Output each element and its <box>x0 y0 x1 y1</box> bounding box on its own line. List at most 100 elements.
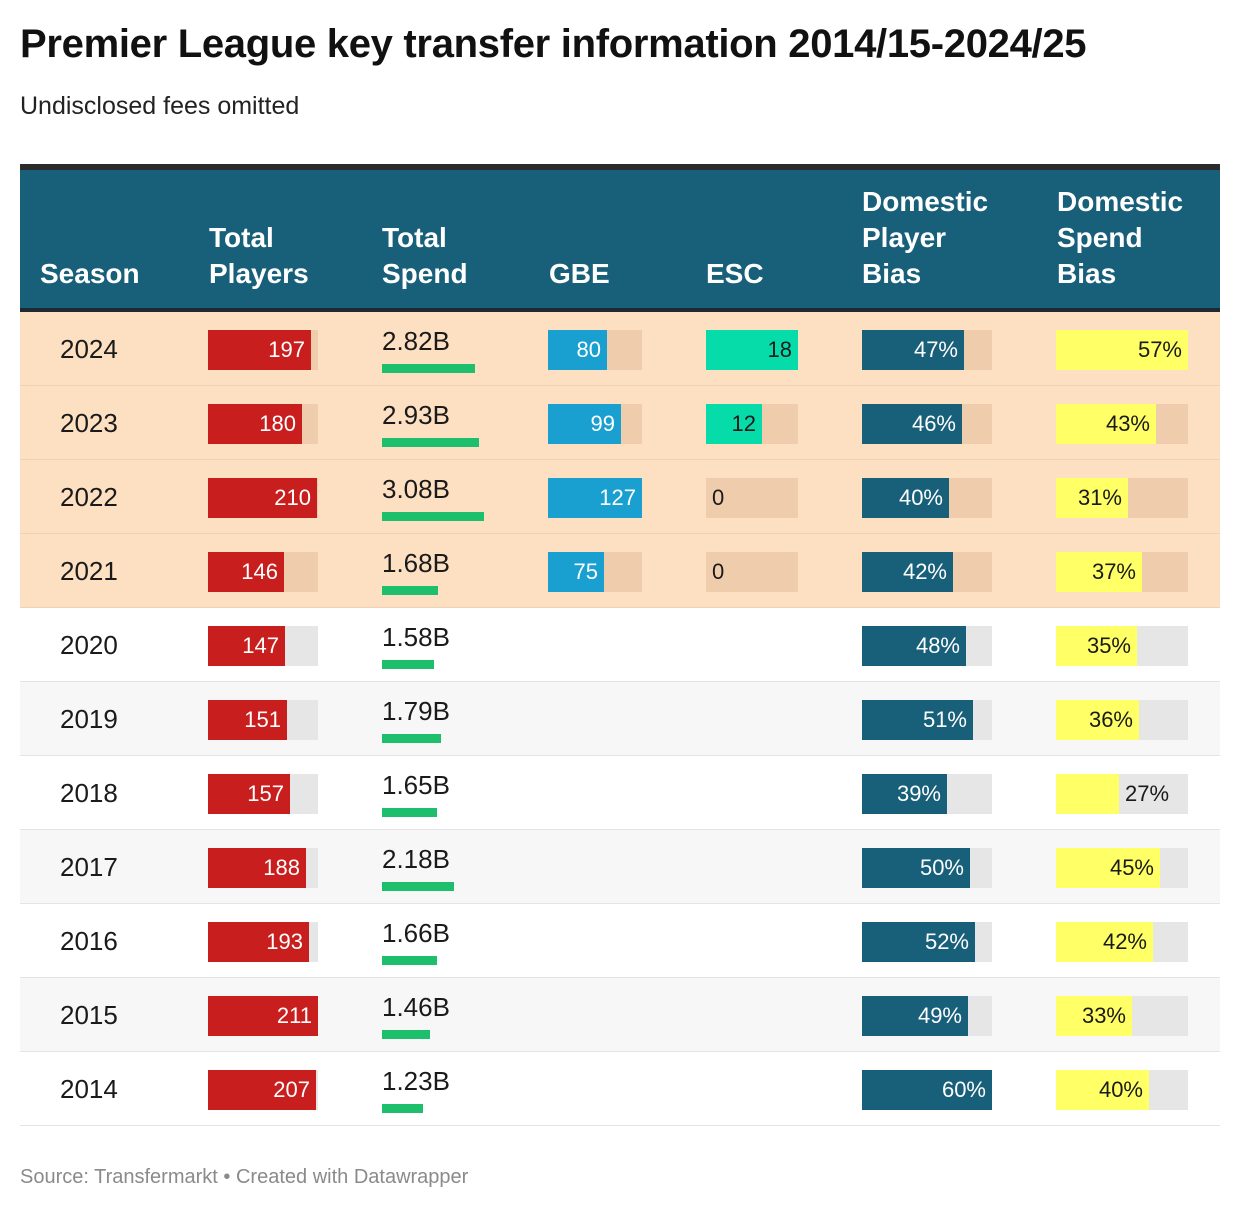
players-bar-label: 157 <box>247 781 284 806</box>
table-row: 2022 210 3.08B 127 0 40% 31% <box>20 460 1220 534</box>
esc-bar-label: 12 <box>731 411 756 436</box>
gbe-bar-track: 75 <box>548 552 642 592</box>
esc-bar <box>706 404 762 444</box>
spend-bias-bar <box>1056 478 1128 518</box>
players-bar <box>208 1070 316 1110</box>
player-bias-bar-track: 50% <box>862 848 992 888</box>
player-bias-bar-track: 60% <box>862 1070 992 1110</box>
esc-bar <box>706 330 798 370</box>
gbe-bar-track: 80 <box>548 330 642 370</box>
spend-bias-bar <box>1056 626 1137 666</box>
gbe-bar-track: 99 <box>548 404 642 444</box>
spend-bias-bar-track: 42% <box>1056 922 1188 962</box>
spend-bias-bar-label: 35% <box>1086 633 1131 658</box>
spend-bias-bar <box>1056 996 1132 1036</box>
player-bias-bar-label: 48% <box>915 633 960 658</box>
players-bar-label: 211 <box>276 1003 312 1028</box>
spend-bias-bar <box>1056 1070 1149 1110</box>
player-bias-bar-track: 51% <box>862 700 992 740</box>
spend-bias-bar-label: 57% <box>1137 337 1182 362</box>
table-row: 2016 193 1.66B 52% 42% <box>20 904 1220 978</box>
spend-bar <box>382 364 475 373</box>
players-bar-label: 147 <box>242 633 279 658</box>
spend-bar <box>382 438 479 447</box>
header-total-spend: Total Spend <box>382 222 468 289</box>
spend-value: 1.79B <box>382 696 450 726</box>
players-bar-label: 207 <box>273 1077 310 1102</box>
table-body: 2024 197 2.82B 80 18 47% 57% 2023 180 2.93B 99 12 46… <box>20 312 1220 1126</box>
player-bias-bar <box>862 330 964 370</box>
spend-bias-bar-track: 57% <box>1056 330 1188 370</box>
spend-bias-bar-track: 43% <box>1056 404 1188 444</box>
spend-bias-bar <box>1056 404 1156 444</box>
spend-bias-bar-track: 31% <box>1056 478 1188 518</box>
spend-bias-bar-label: 36% <box>1088 707 1133 732</box>
players-bar-track: 151 <box>208 700 318 740</box>
player-bias-bar-label: 47% <box>913 337 958 362</box>
spend-bias-bar-track: 33% <box>1056 996 1188 1036</box>
gbe-bar-label: 127 <box>599 485 636 510</box>
spend-bias-bar-track: 45% <box>1056 848 1188 888</box>
credit-label: Created with Datawrapper <box>235 1166 469 1188</box>
table-row: 2017 188 2.18B 50% 45% <box>20 830 1220 904</box>
player-bias-bar <box>862 922 975 962</box>
spend-bias-bar-track: 35% <box>1056 626 1188 666</box>
player-bias-bar <box>862 700 973 740</box>
players-bar <box>208 552 284 592</box>
players-bar-track: 210 <box>208 478 318 518</box>
header-total-players: Total Players <box>209 222 309 289</box>
player-bias-bar <box>862 1070 992 1110</box>
table-row: 2020 147 1.58B 48% 35% <box>20 608 1220 682</box>
spend-value: 1.68B <box>382 548 450 578</box>
player-bias-bar-label: 50% <box>919 855 964 880</box>
spend-bar <box>382 660 434 669</box>
players-bar-label: 193 <box>266 929 303 954</box>
players-bar-track: 180 <box>208 404 318 444</box>
footer: Source: Transfermarkt • Created with Dat… <box>20 1166 468 1189</box>
gbe-bar <box>548 478 642 518</box>
spend-value: 1.58B <box>382 622 450 652</box>
players-bar-track: 211 <box>208 996 318 1036</box>
footer-separator: • <box>223 1166 231 1188</box>
header-gbe: GBE <box>549 258 610 289</box>
player-bias-bar-track: 40% <box>862 478 992 518</box>
spend-value: 1.65B <box>382 770 450 800</box>
season-cell: 2014 <box>60 1074 118 1104</box>
header-esc: ESC <box>706 258 764 289</box>
spend-value: 2.18B <box>382 844 450 874</box>
player-bias-bar <box>862 626 966 666</box>
players-bar <box>208 626 285 666</box>
esc-bar-label: 0 <box>712 559 725 584</box>
players-bar <box>208 922 309 962</box>
header-season: Season <box>40 258 140 289</box>
table-row: 2015 211 1.46B 49% 33% <box>20 978 1220 1052</box>
players-bar-track: 197 <box>208 330 318 370</box>
spend-bias-bar-label: 31% <box>1077 485 1122 510</box>
player-bias-bar <box>862 404 962 444</box>
season-cell: 2021 <box>60 556 118 586</box>
players-bar-label: 197 <box>268 337 305 362</box>
players-bar-track: 188 <box>208 848 318 888</box>
players-bar-track: 193 <box>208 922 318 962</box>
player-bias-bar <box>862 478 949 518</box>
players-bar <box>208 478 317 518</box>
spend-bar <box>382 1030 430 1039</box>
players-bar-track: 157 <box>208 774 318 814</box>
player-bias-bar-label: 40% <box>898 485 943 510</box>
spend-value: 2.82B <box>382 326 450 356</box>
table-row: 2019 151 1.79B 51% 36% <box>20 682 1220 756</box>
chart-title: Premier League key transfer information … <box>20 22 1087 66</box>
spend-bias-bar <box>1056 922 1153 962</box>
players-bar-label: 151 <box>244 707 281 732</box>
table-header: Season Total Players Total Spend GBE ESC Dome… <box>20 164 1220 312</box>
spend-bias-bar-label: 43% <box>1105 411 1150 436</box>
players-bar <box>208 330 311 370</box>
esc-bar-track: 12 <box>706 404 798 444</box>
player-bias-bar-track: 52% <box>862 922 992 962</box>
players-bar <box>208 774 290 814</box>
spend-bias-bar-label: 45% <box>1109 855 1154 880</box>
spend-bar <box>382 586 438 595</box>
player-bias-bar <box>862 848 970 888</box>
season-cell: 2015 <box>60 1000 118 1030</box>
gbe-bar-label: 80 <box>576 337 601 362</box>
